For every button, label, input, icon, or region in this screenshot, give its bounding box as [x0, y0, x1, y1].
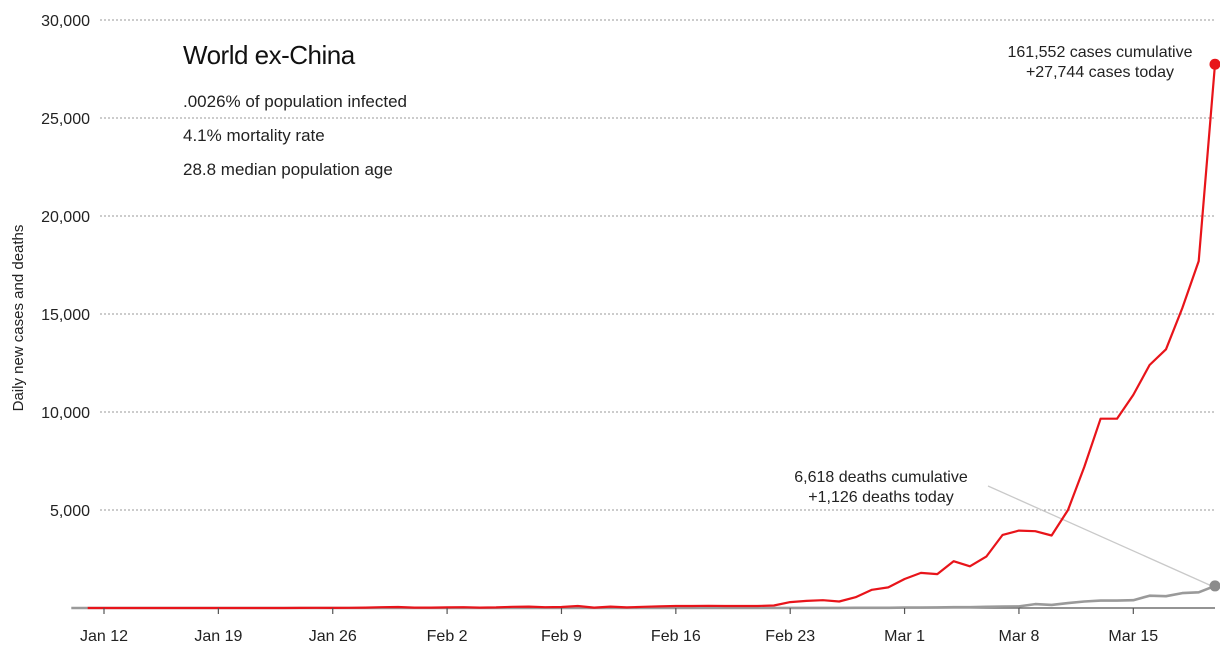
y-tick-label: 25,000 — [41, 111, 90, 128]
x-tick-label: Mar 1 — [884, 628, 925, 645]
y-tick-label: 5,000 — [50, 503, 90, 520]
deaths-cumulative-label: 6,618 deaths cumulative — [794, 469, 968, 486]
stat-infected: .0026% of population infected — [183, 92, 408, 111]
x-tick-label: Feb 9 — [541, 628, 582, 645]
x-tick-label: Jan 19 — [194, 628, 242, 645]
deaths-annotation: 6,618 deaths cumulative +1,126 deaths to… — [776, 468, 986, 508]
deaths-annotation-leader — [987, 485, 1215, 588]
info-panel: World ex-China .0026% of population infe… — [183, 40, 407, 187]
cases-today-label: +27,744 cases today — [1025, 64, 1175, 81]
y-tick-label: 15,000 — [41, 307, 90, 324]
end-markers — [1209, 58, 1220, 592]
x-tick-label: Feb 16 — [651, 628, 701, 645]
deaths-end-marker — [1209, 580, 1220, 592]
stat-median-age: 28.8 median population age — [183, 160, 393, 179]
cases-end-marker — [1209, 58, 1220, 70]
panel-title: World ex-China — [183, 40, 355, 70]
cases-line — [87, 64, 1217, 610]
y-axis-title: Daily new cases and deaths — [10, 225, 27, 412]
cases-annotation: 161,552 cases cumulative +27,744 cases t… — [985, 43, 1215, 83]
x-tick-label: Feb 2 — [427, 628, 468, 645]
grid-lines — [100, 19, 1215, 511]
x-tick-label: Mar 8 — [998, 628, 1039, 645]
x-tick-label: Feb 23 — [765, 628, 815, 645]
deaths-line — [71, 584, 1216, 610]
x-tick-label: Jan 12 — [80, 628, 128, 645]
y-tick-label: 30,000 — [41, 13, 90, 30]
y-tick-label: 10,000 — [41, 405, 90, 422]
stat-mortality: 4.1% mortality rate — [183, 126, 325, 145]
y-tick-label: 20,000 — [41, 209, 90, 226]
deaths-today-label: +1,126 deaths today — [808, 489, 954, 506]
x-tick-label: Mar 15 — [1108, 628, 1158, 645]
x-tick-labels: Jan 12 Jan 19 Jan 26 Feb 2 Feb 9 Feb 16 Feb 23… — [80, 608, 1158, 645]
series-lines — [71, 64, 1217, 610]
x-tick-label: Jan 26 — [309, 628, 357, 645]
y-tick-labels: 5,000 10,000 15,000 20,000 25,000 30,000 — [41, 13, 90, 520]
cases-cumulative-label: 161,552 cases cumulative — [1007, 44, 1193, 61]
